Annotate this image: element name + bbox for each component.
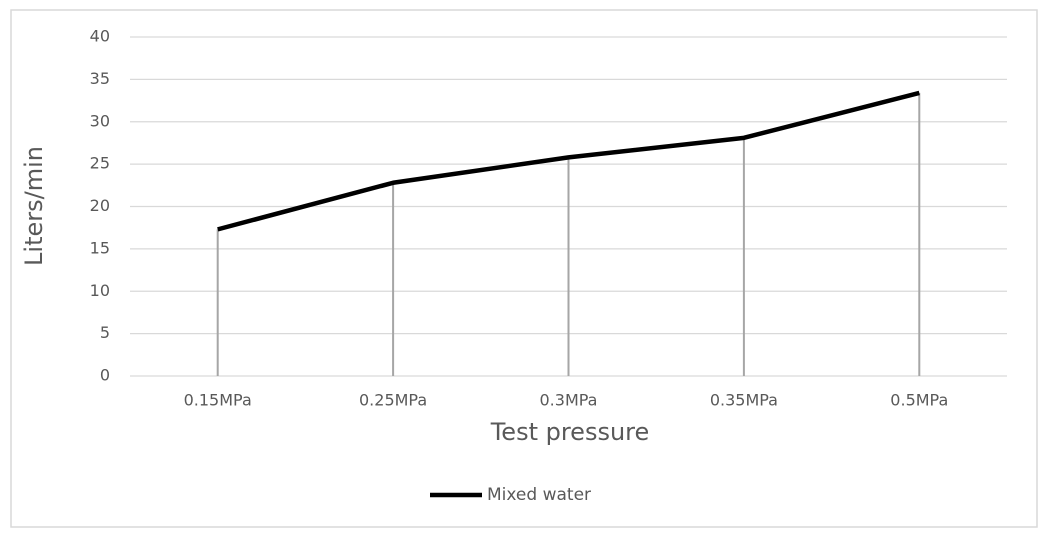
- legend-label: Mixed water: [487, 485, 591, 505]
- y-tick-label: 40: [90, 27, 110, 46]
- x-tick-label: 0.3MPa: [540, 391, 598, 410]
- x-tick-label: 0.15MPa: [184, 391, 252, 410]
- x-tick-label: 0.35MPa: [710, 391, 778, 410]
- y-tick-label: 10: [90, 281, 110, 300]
- y-tick-label: 35: [90, 69, 110, 88]
- y-tick-label: 25: [90, 154, 110, 173]
- y-tick-label: 5: [100, 323, 110, 342]
- series-line: [217, 90, 920, 232]
- x-axis-title: Test pressure: [490, 418, 650, 446]
- chart-border: [10, 9, 1038, 528]
- y-tick-label: 30: [90, 111, 110, 130]
- y-tick-label: 15: [90, 238, 110, 257]
- x-tick-label: 0.25MPa: [359, 391, 427, 410]
- x-tick-label: 0.5MPa: [890, 391, 948, 410]
- y-tick-label: 20: [90, 196, 110, 215]
- y-tick-label: 0: [100, 366, 110, 385]
- y-axis-title: Liters/min: [20, 146, 48, 266]
